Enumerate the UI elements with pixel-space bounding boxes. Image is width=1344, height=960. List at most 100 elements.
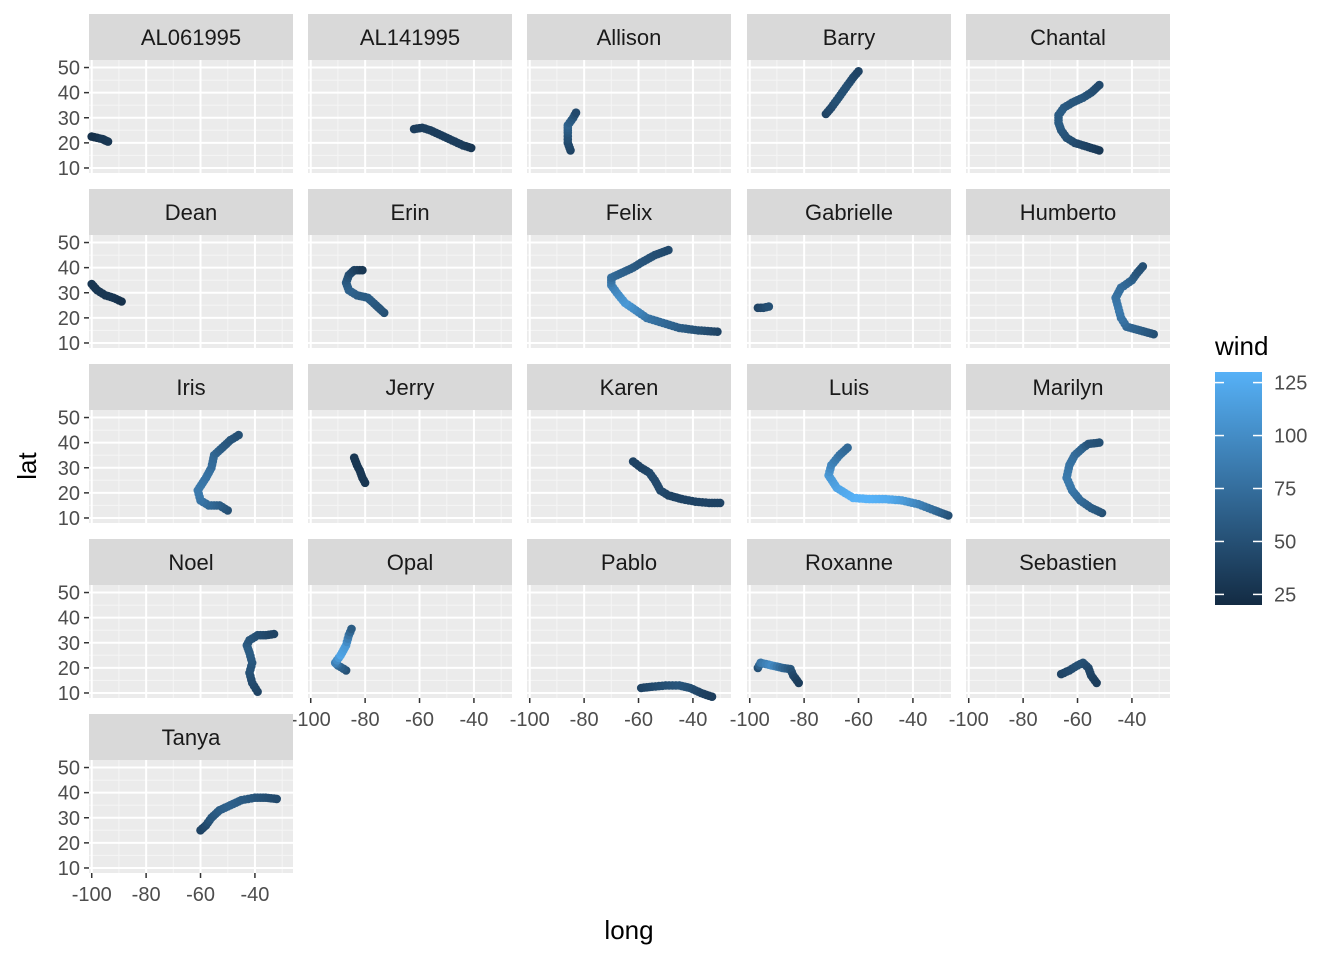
- panel-background: [747, 585, 951, 698]
- facet-strip-label: Marilyn: [1033, 375, 1104, 400]
- facet-strip-label: Noel: [168, 550, 213, 575]
- facet-strip: [89, 364, 293, 410]
- facet-strip: [89, 714, 293, 760]
- data-point: [1138, 262, 1148, 271]
- y-tick-label: 40: [58, 608, 80, 630]
- facet-panel: Sebastien -100 -80 -60 -40: [949, 539, 1170, 731]
- y-tick-label: 10: [58, 333, 80, 355]
- facet-panel: Luis: [747, 364, 953, 523]
- x-tick-label: -80: [790, 709, 819, 731]
- facet-panel: Karen: [527, 364, 731, 523]
- x-tick-label: -60: [844, 709, 873, 731]
- data-point: [1092, 678, 1101, 688]
- panel-background: [308, 410, 512, 523]
- y-tick-label: 50: [58, 583, 80, 605]
- facet-strip-label: Jerry: [386, 375, 435, 400]
- facet-strip-label: Erin: [390, 200, 429, 225]
- facet-strip-label: AL061995: [141, 25, 241, 50]
- data-point: [347, 624, 356, 634]
- y-tick-label: 30: [58, 458, 80, 480]
- facet-strip-label: Dean: [165, 200, 218, 225]
- x-tick-label: -80: [1009, 709, 1038, 731]
- facet-panel: Gabrielle: [747, 189, 951, 348]
- data-point: [664, 245, 673, 255]
- x-tick-label: -40: [678, 709, 707, 731]
- y-tick-label: 50: [58, 233, 80, 255]
- legend-label: 50: [1274, 531, 1296, 553]
- y-tick-label: 50: [58, 408, 80, 430]
- legend-label: 75: [1274, 479, 1296, 501]
- facet-strip: [308, 364, 512, 410]
- facet-strip-label: Barry: [823, 25, 876, 50]
- data-point: [571, 108, 581, 117]
- facet-strip: [966, 189, 1170, 235]
- facet-strip-label: AL141995: [360, 25, 460, 50]
- facet-panel: Humberto: [966, 189, 1170, 348]
- facet-strip-label: Tanya: [162, 725, 221, 750]
- facet-strip: [527, 539, 731, 585]
- facet-strip-label: Humberto: [1020, 200, 1117, 225]
- facet-strip-label: Gabrielle: [805, 200, 893, 225]
- data-point: [794, 678, 803, 688]
- y-tick-label: 40: [58, 433, 80, 455]
- y-tick-label: 20: [58, 658, 80, 680]
- x-tick-label: -100: [72, 884, 112, 906]
- panel-background: [89, 235, 293, 348]
- data-point: [358, 265, 367, 275]
- data-point: [272, 794, 282, 804]
- y-tick-label: 50: [58, 58, 80, 80]
- y-tick-label: 50: [58, 758, 80, 780]
- facet-panel: Allison: [527, 14, 731, 173]
- facet-strip: [747, 539, 951, 585]
- y-tick-label: 20: [58, 833, 80, 855]
- data-point: [103, 137, 113, 146]
- facet-panel: Barry: [747, 14, 951, 173]
- x-tick-label: -80: [351, 709, 380, 731]
- y-tick-label: 40: [58, 83, 80, 105]
- x-tick-label: -100: [291, 709, 331, 731]
- data-point: [466, 143, 476, 153]
- x-tick-label: -60: [624, 709, 653, 731]
- panel-background: [308, 235, 512, 348]
- panel-background: [527, 60, 731, 173]
- y-tick-label: 20: [58, 133, 80, 155]
- facet-strip: [747, 189, 951, 235]
- legend-label: 125: [1274, 373, 1307, 395]
- data-point: [843, 443, 852, 453]
- y-tick-label: 40: [58, 258, 80, 280]
- x-tick-label: -100: [730, 709, 770, 731]
- facet-strip: [966, 14, 1170, 60]
- facet-panel: Iris 10 20 30 40 50: [58, 364, 293, 530]
- panel-background: [89, 760, 293, 873]
- facet-strip: [966, 539, 1170, 585]
- x-tick-label: -100: [510, 709, 550, 731]
- x-tick-label: -60: [186, 884, 215, 906]
- facet-strip: [308, 14, 512, 60]
- y-tick-label: 40: [58, 783, 80, 805]
- y-tick-label: 30: [58, 108, 80, 130]
- facet-panel: Pablo -100 -80 -60 -40: [510, 539, 731, 731]
- facet-panel: Dean 10 20 30 40 50: [58, 189, 293, 355]
- panel-background: [89, 410, 293, 523]
- y-tick-label: 20: [58, 308, 80, 330]
- y-tick-label: 20: [58, 483, 80, 505]
- y-tick-label: 30: [58, 283, 80, 305]
- facet-strip-label: Iris: [176, 375, 205, 400]
- legend-ticks: 25 50 75 100 125: [1215, 373, 1307, 606]
- data-point: [234, 430, 243, 440]
- panel-background: [89, 585, 293, 698]
- facet-strip: [89, 539, 293, 585]
- legend-label: 100: [1274, 426, 1307, 448]
- facet-panel: Jerry: [308, 364, 512, 523]
- facet-strip-label: Luis: [829, 375, 869, 400]
- legend-label: 25: [1274, 584, 1296, 606]
- x-tick-label: -80: [570, 709, 599, 731]
- y-tick-label: 10: [58, 683, 80, 705]
- facet-strip-label: Pablo: [601, 550, 657, 575]
- panel-background: [747, 235, 951, 348]
- facet-strip: [89, 14, 293, 60]
- facet-panel: Noel 10 20 30 40 50: [58, 539, 293, 705]
- facet-panel: Marilyn: [966, 364, 1170, 523]
- facet-strip: [527, 14, 731, 60]
- panel-background: [308, 585, 512, 698]
